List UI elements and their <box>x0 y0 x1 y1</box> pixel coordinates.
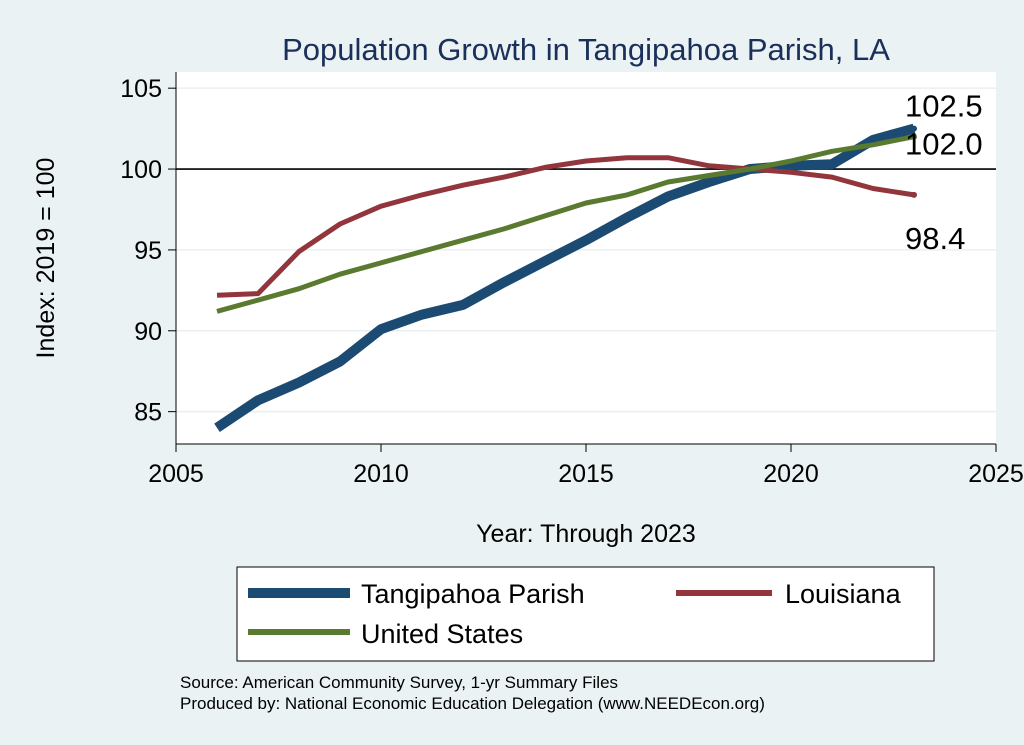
end-labels: 102.5 98.4 102.0 <box>905 89 983 256</box>
series-line-tangipahoa-parish <box>214 123 916 432</box>
y-tick-label-85: 85 <box>134 399 162 427</box>
end-label-united-states: 102.0 <box>905 127 983 162</box>
x-tick-label-2005: 2005 <box>148 460 204 488</box>
series-line-united-states <box>216 134 915 314</box>
x-ticks: 2005 2010 2015 2020 2025 <box>148 444 1024 488</box>
y-axis-title: Index: 2019 = 100 <box>32 158 60 359</box>
series-lines <box>214 123 916 432</box>
end-label-louisiana: 98.4 <box>905 221 965 256</box>
gridlines <box>176 87 996 413</box>
series-line-louisiana <box>216 155 915 298</box>
x-tick-label-2020: 2020 <box>763 460 819 488</box>
x-axis-title: Year: Through 2023 <box>476 520 696 548</box>
source-note: Source: American Community Survey, 1-yr … <box>180 673 618 692</box>
y-tick-label-105: 105 <box>120 75 162 103</box>
end-marker-tangipahoa-parish <box>911 125 917 132</box>
end-marker-united-states <box>911 133 917 140</box>
y-tick-label-100: 100 <box>120 156 162 184</box>
producer-note: Produced by: National Economic Education… <box>180 694 765 713</box>
end-label-tangipahoa-parish: 102.5 <box>905 89 983 124</box>
y-tick-label-95: 95 <box>134 237 162 265</box>
plot-area <box>176 72 996 444</box>
y-tick-label-90: 90 <box>134 318 162 346</box>
legend-label-tangipahoa: Tangipahoa Parish <box>361 579 585 609</box>
legend-box <box>236 566 935 662</box>
x-tick-label-2015: 2015 <box>558 460 614 488</box>
x-tick-label-2010: 2010 <box>353 460 409 488</box>
chart-title: Population Growth in Tangipahoa Parish, … <box>282 32 890 67</box>
end-marker-louisiana <box>911 191 917 198</box>
y-ticks: 85 90 95 100 105 <box>120 75 176 427</box>
legend-label-louisiana: Louisiana <box>785 579 902 609</box>
legend-label-united-states: United States <box>361 619 523 649</box>
x-tick-label-2025: 2025 <box>968 460 1024 488</box>
legend: Tangipahoa Parish Louisiana United State… <box>236 566 935 662</box>
